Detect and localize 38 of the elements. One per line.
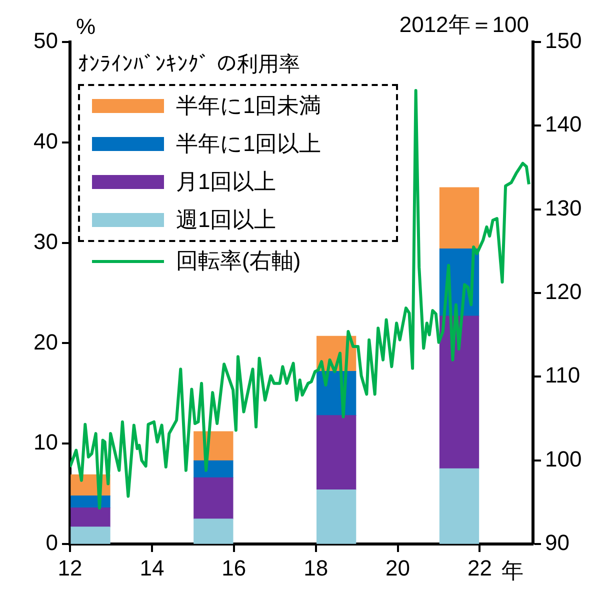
y-tick-label: 0 [46,530,58,556]
x-tick-label: 22 [467,555,492,580]
bar [70,508,110,528]
y2-tick-label: 130 [545,195,582,220]
y2-tick-label: 110 [545,362,580,388]
x-tick-label: 14 [140,555,164,580]
bar [316,415,356,490]
bar [194,518,234,544]
y2-tick-label: 90 [545,530,570,556]
legend-label: 半年に1回以上 [176,131,322,157]
legend-label: 半年に1回未満 [176,93,322,119]
bar [194,460,234,478]
bar [194,477,234,520]
bar [439,316,480,470]
y-tick-label: 10 [34,430,58,455]
legend-title: ｵﾝﾗｲﾝﾊﾞﾝｷﾝｸﾞ の利用率 [78,52,301,78]
y-tick-label: 20 [34,329,58,354]
x-tick-label: 18 [304,555,328,580]
bar [70,526,110,544]
legend-label: 週1回以上 [176,207,276,233]
x-tick-label: 12 [58,555,82,580]
x-tick-label: 20 [386,555,410,580]
y2-tick-label: 100 [545,446,582,472]
y-tick-label: 50 [34,28,58,54]
y2-tick-label: 140 [545,112,582,137]
y-tick-label: 30 [34,228,58,254]
y2-tick-label: 150 [545,28,582,54]
x-axis-title: 年 [502,558,524,584]
bar [316,489,356,544]
bar [439,187,480,250]
y-axis-title: % [76,14,96,40]
legend-label: 回転率(右軸) [176,248,301,274]
legend-label: 月1回以上 [176,169,276,195]
x-tick-label: 16 [222,555,246,580]
y2-axis-title: 2012年＝100 [399,12,529,38]
y2-tick-label: 120 [545,279,582,304]
y-tick-label: 40 [34,128,58,154]
bar [439,468,480,544]
